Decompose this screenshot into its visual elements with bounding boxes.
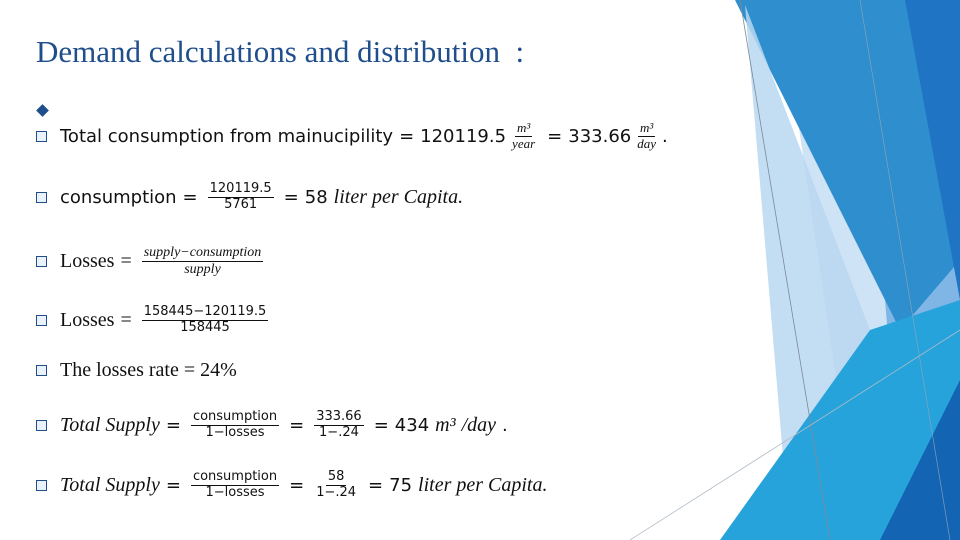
equals-sign: =: [399, 125, 415, 147]
period: .: [502, 414, 508, 436]
item-losses-rate: The losses rate = 24%: [36, 350, 237, 390]
square-bullet-icon: [36, 314, 47, 326]
result-unit: liter per Capita.: [333, 185, 464, 208]
deco-triangle-large-blue: [735, 0, 960, 330]
equals-sign: =: [182, 186, 198, 208]
fraction: 58 1−.24: [314, 469, 358, 500]
label: Total consumption from mainucipility: [60, 125, 394, 147]
deco-triangle-deep: [880, 380, 960, 540]
fraction: consumption 1−losses: [190, 409, 280, 440]
result-unit-m: m³: [435, 413, 456, 436]
unit-fraction: m³ year: [510, 120, 537, 151]
square-bullet-icon: [36, 191, 47, 203]
unit-numerator: m³: [637, 120, 656, 137]
unit-numerator: m³: [514, 120, 533, 137]
square-bullet-icon: [36, 419, 47, 431]
item-total-supply-per-capita: Total Supply = consumption 1−losses = 58…: [36, 465, 548, 505]
numerator: 158445−120119.5: [141, 304, 269, 321]
equals-sign: =: [547, 125, 563, 147]
numerator: 58: [325, 469, 347, 486]
label: Losses: [60, 249, 115, 272]
equals-sign: =: [120, 249, 132, 272]
square-bullet-icon: [36, 479, 47, 491]
denominator: 1−losses: [205, 484, 265, 500]
denominator: 1−losses: [205, 424, 265, 440]
result: 58: [304, 186, 328, 208]
value: 120119.5: [420, 125, 507, 147]
period: .: [662, 125, 668, 147]
numerator: 333.66: [314, 409, 364, 426]
fraction: consumption 1−losses: [190, 469, 280, 500]
label: Total Supply: [60, 413, 160, 436]
fraction: 158445−120119.5 158445: [141, 304, 269, 335]
item-consumption-per-capita: consumption = 120119.5 5761 = 58 liter p…: [36, 177, 463, 217]
denominator: 1−.24: [316, 484, 357, 500]
equals-sign: =: [165, 474, 181, 496]
square-bullet-icon: [36, 130, 47, 142]
fraction: 333.66 1−.24: [314, 409, 364, 440]
equals-sign: =: [283, 186, 299, 208]
losses-rate-text: The losses rate = 24%: [60, 358, 237, 381]
slide-title: Demand calculations and distribution :: [36, 34, 525, 69]
fraction: supply−consumption supply: [141, 245, 264, 277]
deco-triangle-cyan: [720, 300, 960, 540]
numerator: consumption: [190, 469, 280, 486]
equals-sign: =: [289, 414, 305, 436]
item-total-supply-volume: Total Supply = consumption 1−losses = 33…: [36, 405, 508, 445]
denominator: supply: [184, 261, 221, 277]
item-losses-values: Losses = 158445−120119.5 158445: [36, 300, 272, 340]
deco-triangle-right-strip: [905, 0, 960, 300]
label: Losses: [60, 308, 115, 331]
equals-sign: =: [120, 308, 132, 331]
square-bullet-icon: [36, 255, 47, 267]
deco-line-1: [739, 0, 831, 540]
unit-fraction: m³ day: [635, 120, 658, 151]
value: 333.66: [568, 125, 632, 147]
numerator: consumption: [190, 409, 280, 426]
item-losses-formula: Losses = supply−consumption supply: [36, 241, 267, 281]
result: 75: [389, 474, 413, 496]
result: 434: [394, 414, 430, 436]
fraction: 120119.5 5761: [207, 181, 274, 212]
unit-denominator: year: [512, 135, 536, 151]
denominator: 5761: [224, 196, 258, 212]
deco-line-3: [859, 0, 951, 540]
numerator: supply−consumption: [141, 245, 264, 262]
numerator: 120119.5: [207, 181, 274, 198]
equals-sign: =: [373, 414, 389, 436]
deco-line-2: [629, 329, 960, 540]
result-unit: /day: [461, 413, 497, 436]
denominator: 158445: [180, 319, 230, 335]
label: Total Supply: [60, 473, 160, 496]
equals-sign: =: [165, 414, 181, 436]
label: consumption: [60, 186, 177, 208]
square-bullet-icon: [36, 364, 47, 376]
unit-denominator: day: [637, 135, 657, 151]
equals-sign: =: [368, 474, 384, 496]
item-total-consumption: Total consumption from mainucipility = 1…: [36, 116, 668, 156]
equals-sign: =: [289, 474, 305, 496]
result-unit: liter per Capita.: [418, 473, 548, 496]
denominator: 1−.24: [319, 424, 359, 440]
